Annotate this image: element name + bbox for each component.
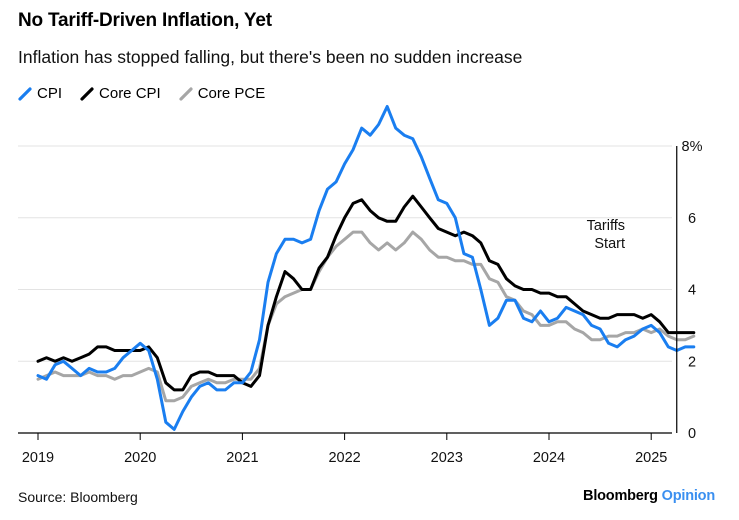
legend-swatch-core-pce-icon [179,86,193,101]
source-note: Source: Bloomberg [18,489,138,505]
brand-accent: Opinion [661,488,716,504]
legend-swatch-cpi-icon [18,86,32,101]
y-tick-label: 2 [688,354,696,370]
series-line-cpi [36,105,696,431]
y-tick-label: 4 [688,283,696,299]
legend-item-core-cpi: Core CPI [80,85,161,102]
axes: 0 2 4 6 8% 2019 2020 2021 2022 2023 2024 2025 [18,139,703,466]
x-tick-label: 2025 [635,450,667,466]
legend-item-cpi: CPI [18,85,62,102]
brand-logo: Bloomberg Opinion [583,488,715,504]
x-tick-label: 2019 [22,450,54,466]
y-tick-label: 0 [688,426,696,442]
x-tick-label: 2021 [226,450,258,466]
annotation-line-1: Tariffs [587,218,625,234]
legend-label-cpi: CPI [37,85,63,102]
legend: CPI Core CPI Core PCE [18,85,283,102]
legend-swatch-core-cpi-icon [80,86,94,101]
chart-title: No Tariff-Driven Inflation, Yet [18,10,272,31]
series-line-core-pce [36,230,696,403]
x-tick-label: 2022 [328,450,360,466]
series-lines [36,105,696,431]
x-tick-label: 2024 [533,450,565,466]
tariff-annotation: Tariffs Start [587,146,678,433]
chart-subtitle: Inflation has stopped falling, but there… [18,47,523,67]
legend-label-core-cpi: Core CPI [99,85,161,102]
y-tick-label: 8% [682,139,703,155]
legend-item-core-pce: Core PCE [179,85,266,102]
annotation-line-2: Start [594,236,625,252]
legend-label-core-pce: Core PCE [197,85,266,102]
brand-main: Bloomberg [583,488,658,504]
x-tick-label: 2023 [431,450,463,466]
x-tick-label: 2020 [124,450,156,466]
y-tick-label: 6 [688,211,696,227]
